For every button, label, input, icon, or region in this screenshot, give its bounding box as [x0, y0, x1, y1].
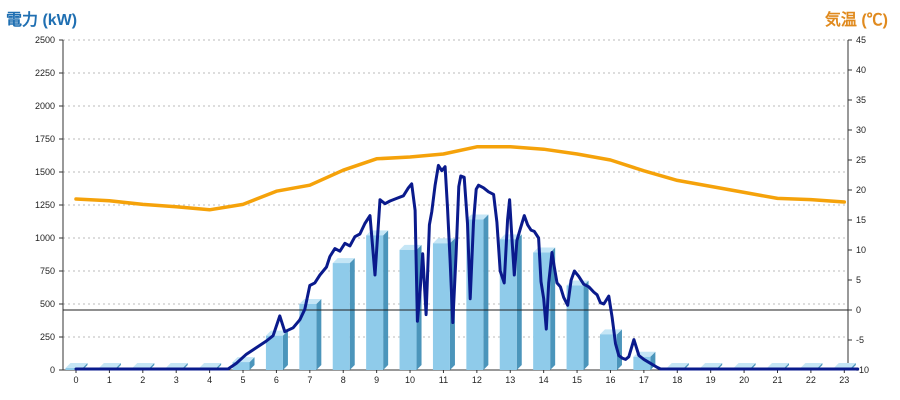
x-tick-label: 5: [241, 375, 246, 385]
bar-side: [516, 234, 522, 370]
x-tick-label: 0: [73, 375, 78, 385]
x-tick-label: 3: [174, 375, 179, 385]
right-tick-label: 40: [856, 65, 866, 75]
bar-top: [332, 258, 355, 264]
x-tick-label: 9: [374, 375, 379, 385]
bar-top: [466, 214, 489, 220]
bar-top: [833, 363, 856, 368]
x-tick-label: 20: [739, 375, 749, 385]
bar-top: [132, 363, 155, 368]
x-tick-label: 11: [439, 375, 448, 385]
bar-front: [265, 335, 283, 370]
x-tick-label: 14: [539, 375, 549, 385]
bar-top: [98, 363, 121, 368]
x-tick-label: 10: [405, 375, 415, 385]
x-tick-label: 17: [639, 375, 649, 385]
x-tick-label: 23: [839, 375, 849, 385]
right-tick-label: 25: [856, 155, 866, 165]
right-tick-label: 5: [856, 275, 861, 285]
bar: [499, 234, 522, 370]
bar-side: [316, 299, 322, 370]
bar: [599, 329, 622, 370]
left-tick-label: 1000: [35, 233, 55, 243]
right-tick-label: -10: [856, 365, 869, 375]
right-tick-label: -5: [856, 335, 864, 345]
bar-top: [199, 363, 222, 368]
bar-front: [232, 362, 250, 370]
right-tick-label: 45: [856, 35, 866, 45]
x-tick-label: 12: [472, 375, 482, 385]
bar: [299, 299, 322, 370]
x-tick-label: 19: [706, 375, 716, 385]
bar-front: [566, 285, 584, 370]
bar: [332, 258, 355, 370]
bar-top: [700, 363, 723, 368]
power-line: [74, 163, 860, 371]
left-tick-label: 1250: [35, 200, 55, 210]
bar-front: [533, 252, 551, 370]
bar-front: [332, 263, 350, 370]
left-tick-label: 500: [40, 299, 55, 309]
bar-front: [599, 334, 617, 370]
bar-top: [165, 363, 188, 368]
bar-top: [599, 329, 622, 335]
bar-top: [65, 363, 88, 368]
right-axis-label: 気温 (℃): [824, 12, 888, 29]
bar-side: [483, 214, 489, 370]
left-tick-label: 2000: [35, 101, 55, 111]
bar-front: [65, 368, 83, 370]
left-tick-label: 2250: [35, 68, 55, 78]
bar: [366, 230, 389, 370]
x-tick-label: 4: [207, 375, 212, 385]
left-tick-label: 1500: [35, 167, 55, 177]
right-tick-label: 30: [856, 125, 866, 135]
bar-front: [432, 243, 450, 370]
bar-top: [800, 363, 823, 368]
x-tick-label: 21: [772, 375, 782, 385]
x-tick-label: 18: [672, 375, 682, 385]
right-tick-label: 20: [856, 185, 866, 195]
bar-side: [550, 247, 556, 370]
bar-front: [366, 235, 384, 370]
bar-side: [616, 329, 622, 370]
left-tick-label: 1750: [35, 134, 55, 144]
bar-top: [733, 363, 756, 368]
x-tick-label: 6: [274, 375, 279, 385]
bar: [265, 330, 288, 370]
bar-top: [766, 363, 789, 368]
x-tick-label: 2: [140, 375, 145, 385]
left-tick-label: 0: [50, 365, 55, 375]
right-tick-label: 35: [856, 95, 866, 105]
right-tick-label: 10: [856, 245, 866, 255]
bar-top: [265, 330, 288, 336]
bar-top: [666, 363, 689, 368]
x-tick-label: 13: [505, 375, 515, 385]
x-tick-label: 16: [605, 375, 615, 385]
bar-side: [349, 258, 355, 370]
left-tick-label: 250: [40, 332, 55, 342]
bar-side: [583, 280, 589, 370]
bar-side: [249, 357, 255, 370]
x-tick-label: 22: [806, 375, 816, 385]
bar-side: [383, 230, 389, 370]
right-tick-label: 15: [856, 215, 866, 225]
bar-front: [299, 304, 317, 370]
left-axis-label: 電力 (kW): [6, 12, 78, 29]
x-tick-label: 15: [572, 375, 582, 385]
left-tick-label: 750: [40, 266, 55, 276]
bar: [533, 247, 556, 370]
right-tick-label: 0: [856, 305, 861, 315]
left-tick-label: 2500: [35, 35, 55, 45]
x-tick-label: 7: [307, 375, 312, 385]
x-tick-label: 8: [341, 375, 346, 385]
temperature-line: [74, 145, 847, 212]
x-tick-label: 1: [107, 375, 112, 385]
bar-side: [282, 330, 288, 370]
